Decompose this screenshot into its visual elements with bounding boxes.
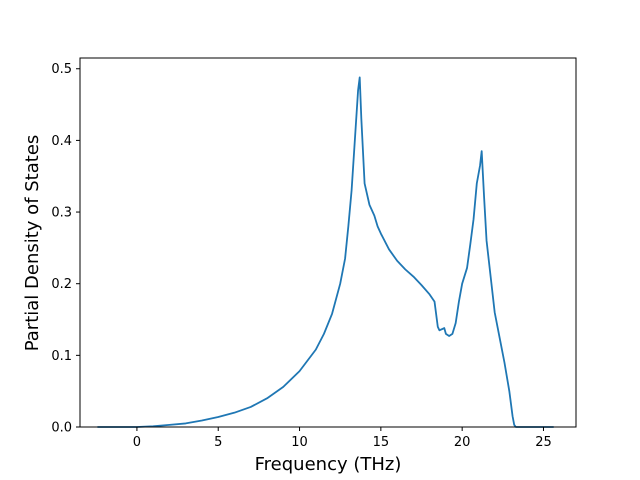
y-tick-label: 0.2 <box>51 277 72 292</box>
y-axis-ticks: 0.0 0.1 0.2 0.3 0.4 0.5 <box>51 62 80 436</box>
x-tick-label: 0 <box>133 435 141 450</box>
y-tick-label: 0.1 <box>51 349 72 364</box>
y-axis-label: Partial Density of States <box>22 135 43 352</box>
x-axis-label: Frequency (THz) <box>255 454 402 475</box>
x-tick-label: 5 <box>214 435 222 450</box>
x-tick-label: 15 <box>373 435 390 450</box>
y-tick-label: 0.5 <box>51 62 72 77</box>
x-tick-label: 20 <box>454 435 471 450</box>
plot-area <box>79 57 577 428</box>
y-tick-label: 0.3 <box>51 206 72 221</box>
y-tick-label: 0.4 <box>51 134 72 149</box>
x-tick-label: 25 <box>535 435 552 450</box>
y-tick-label: 0.0 <box>51 421 72 436</box>
x-axis-ticks: 0 5 10 15 20 25 <box>133 427 552 450</box>
axes-frame <box>79 57 577 428</box>
series-line-0 <box>96 76 555 428</box>
x-tick-label: 10 <box>291 435 308 450</box>
